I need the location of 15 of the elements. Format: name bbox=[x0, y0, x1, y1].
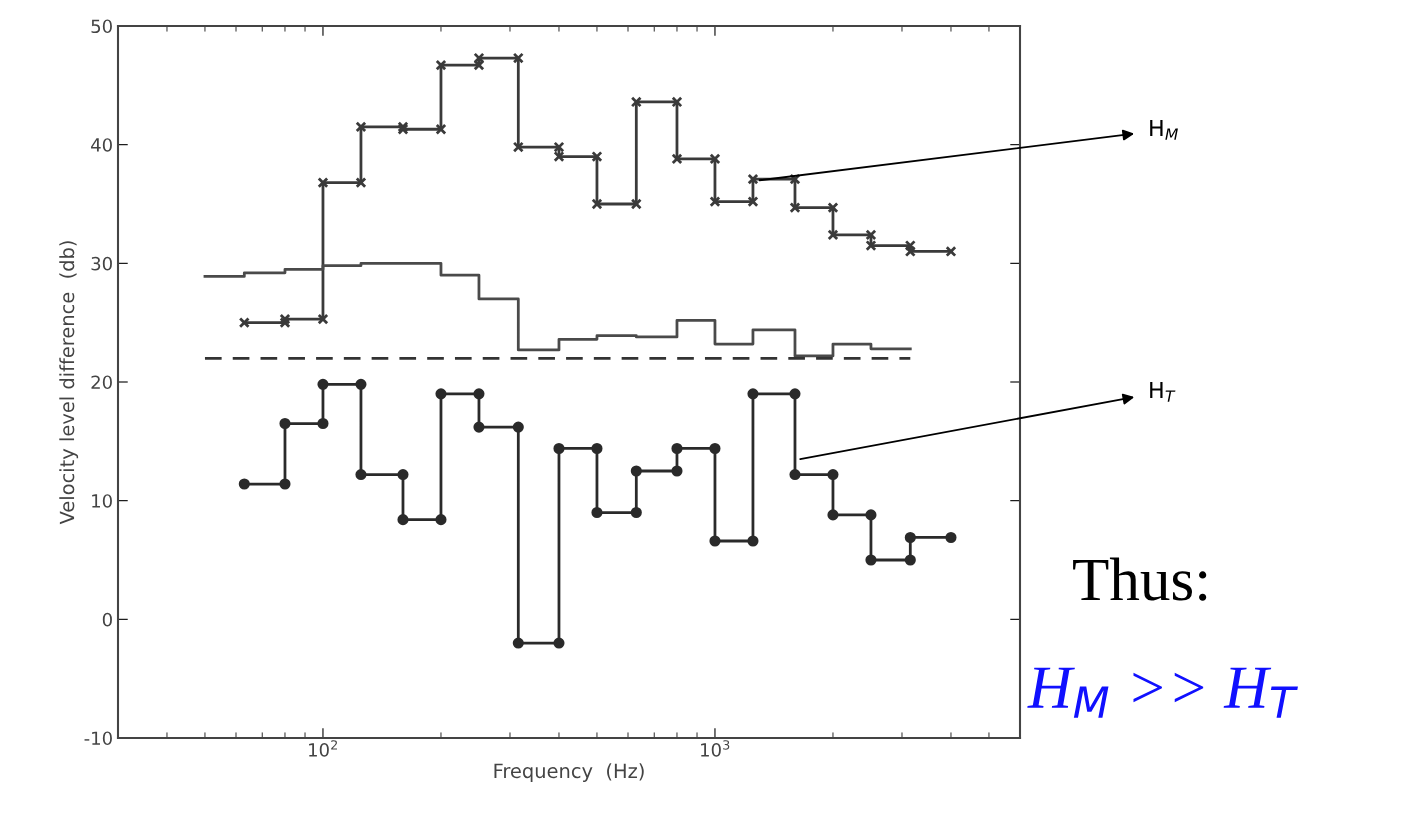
text: Thus: bbox=[1073, 557, 1207, 601]
annotation: H$_{M}$ bbox=[1150, 119, 1178, 140]
x-axis-title: Frequency (Hz) bbox=[494, 763, 644, 782]
y-tick-label: 20 bbox=[91, 375, 112, 390]
annotation: H$_{T}$ bbox=[1150, 381, 1176, 402]
x-tick-label: 10$^{3}$ bbox=[701, 740, 730, 757]
y-tick-label: 30 bbox=[91, 256, 112, 271]
y-tick-label: 0 bbox=[102, 612, 112, 627]
y-axis-title: Velocity level difference (db) bbox=[59, 241, 79, 525]
x-tick-label: 10$^{2}$ bbox=[309, 740, 337, 757]
y-tick-label: -10 bbox=[84, 731, 112, 746]
text: H$_{M}$ >> H$_{T}$ bbox=[1027, 667, 1298, 718]
y-tick-label: 40 bbox=[91, 138, 112, 152]
y-tick-label: 50 bbox=[91, 19, 112, 34]
y-tick-label: 10 bbox=[92, 494, 112, 508]
